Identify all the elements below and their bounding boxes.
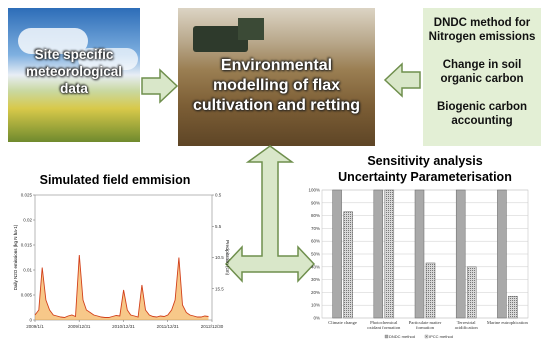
arrow-right	[142, 70, 177, 102]
y-tick-label: 0.015	[21, 243, 33, 248]
x-tick-label: Terrestrial acidification	[446, 320, 487, 330]
bar	[426, 263, 435, 318]
legend-swatch	[425, 335, 428, 338]
x-tick-label: 2009/1/1	[26, 324, 44, 329]
y-tick-label: 100%	[308, 188, 320, 193]
arrow-t	[226, 146, 314, 281]
diagram: Simulated field emmision Sensitivity ana…	[0, 0, 541, 341]
arrow-left	[385, 64, 420, 96]
y-tick-label: 0%	[313, 316, 320, 321]
x-tick-label: 2010/12/31	[112, 324, 135, 329]
y2-tick-label: 15.5	[215, 286, 224, 291]
x-tick-label: Particulate matter formation	[404, 320, 445, 330]
x-tick-label-box: Climate change	[322, 320, 363, 334]
y2-tick-label: 5.5	[215, 224, 222, 229]
y-tick-label: 20%	[311, 290, 320, 295]
y-tick-label: 50%	[311, 252, 320, 257]
legend-swatch	[385, 335, 388, 338]
x-tick-label-box: Photochemical oxidant formation	[363, 320, 404, 334]
x-tick-label-box: Particulate matter formation	[404, 320, 445, 334]
chart-subtitle: Uncertainty Parameterisation	[338, 170, 512, 184]
y-tick-label: 40%	[311, 264, 320, 269]
y2-axis-label: Precipitation (cm)	[225, 240, 230, 276]
y-tick-label: 60%	[311, 239, 320, 244]
y-tick-label: 0.02	[23, 218, 32, 223]
bar	[415, 190, 424, 318]
x-tick-label: Marine eutrophication	[487, 320, 528, 325]
x-tick-label-box: Marine eutrophication	[487, 320, 528, 334]
bar	[497, 190, 506, 318]
bar	[456, 190, 465, 318]
y-tick-label: 0.01	[23, 268, 32, 273]
chart-title: Sensitivity analysis	[367, 154, 482, 168]
x-tick-label: 2011/12/31	[157, 324, 180, 329]
emission-chart: 0 0.005 0.01 0.015 0.02 0.025 0.5 5.5 10.5 15.5 20…	[13, 193, 230, 330]
bar	[374, 190, 383, 318]
legend-label: DNDC method	[389, 334, 415, 339]
y-tick-label: 0.025	[21, 193, 33, 198]
x-tick-label: 2009/12/31	[68, 324, 91, 329]
sensitivity-chart: 0% 10% 20% 30% 40% 50% 60% 70% 80% 90% 100% Climate…	[308, 188, 528, 340]
bar	[385, 190, 394, 318]
y-tick-label: 0.005	[21, 293, 33, 298]
y2-tick-label: 10.5	[215, 255, 224, 260]
bar	[333, 190, 342, 318]
bar	[467, 267, 476, 318]
page: Site specific meteorological data Enviro…	[0, 0, 541, 341]
bar	[344, 212, 353, 318]
x-tick-label: Climate change	[322, 320, 363, 325]
y-tick-label: 10%	[311, 303, 320, 308]
y-tick-label: 30%	[311, 277, 320, 282]
chart-title: Simulated field emmision	[40, 173, 191, 187]
y-tick-label: 90%	[311, 200, 320, 205]
bar	[508, 296, 517, 318]
y-tick-label: 0	[29, 318, 32, 323]
legend-label: IPCC method	[429, 334, 453, 339]
x-tick-label: Photochemical oxidant formation	[363, 320, 404, 330]
x-tick-label: 2012/12/30	[201, 324, 224, 329]
y-axis-label: Daily N2O emissions (kg N ha-1)	[13, 224, 18, 290]
x-tick-label-box: Terrestrial acidification	[446, 320, 487, 334]
y2-tick-label: 0.5	[215, 193, 222, 198]
y-tick-label: 70%	[311, 226, 320, 231]
y-tick-label: 80%	[311, 213, 320, 218]
